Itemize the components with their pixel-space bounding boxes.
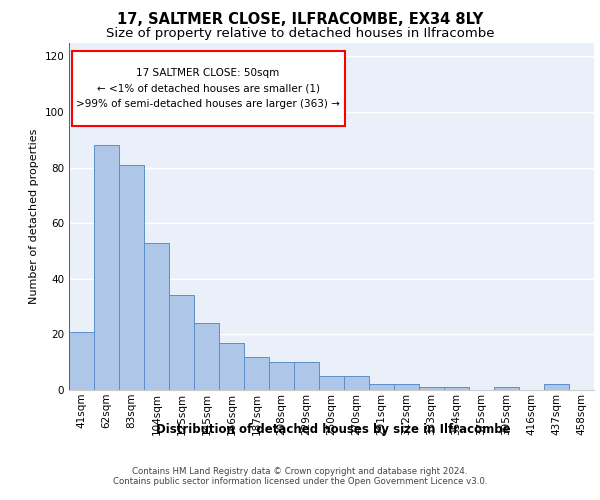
Y-axis label: Number of detached properties: Number of detached properties [29,128,39,304]
Bar [144,242,169,390]
Text: 17 SALTMER CLOSE: 50sqm
← <1% of detached houses are smaller (1)
>99% of semi-de: 17 SALTMER CLOSE: 50sqm ← <1% of detache… [76,68,340,109]
Bar [69,332,94,390]
FancyBboxPatch shape [71,51,344,126]
Text: 17, SALTMER CLOSE, ILFRACOMBE, EX34 8LY: 17, SALTMER CLOSE, ILFRACOMBE, EX34 8LY [117,12,483,28]
Bar [494,387,519,390]
Text: Contains HM Land Registry data © Crown copyright and database right 2024.: Contains HM Land Registry data © Crown c… [132,467,468,476]
Bar [219,342,244,390]
Bar [269,362,294,390]
Text: Distribution of detached houses by size in Ilfracombe: Distribution of detached houses by size … [155,422,511,436]
Bar [544,384,569,390]
Bar [169,296,194,390]
Bar [294,362,319,390]
Bar [94,146,119,390]
Text: Size of property relative to detached houses in Ilfracombe: Size of property relative to detached ho… [106,28,494,40]
Bar [444,387,469,390]
Bar [344,376,369,390]
Bar [194,324,219,390]
Bar [244,356,269,390]
Bar [369,384,394,390]
Bar [419,387,444,390]
Bar [119,165,144,390]
Text: Contains public sector information licensed under the Open Government Licence v3: Contains public sector information licen… [113,477,487,486]
Bar [319,376,344,390]
Bar [394,384,419,390]
